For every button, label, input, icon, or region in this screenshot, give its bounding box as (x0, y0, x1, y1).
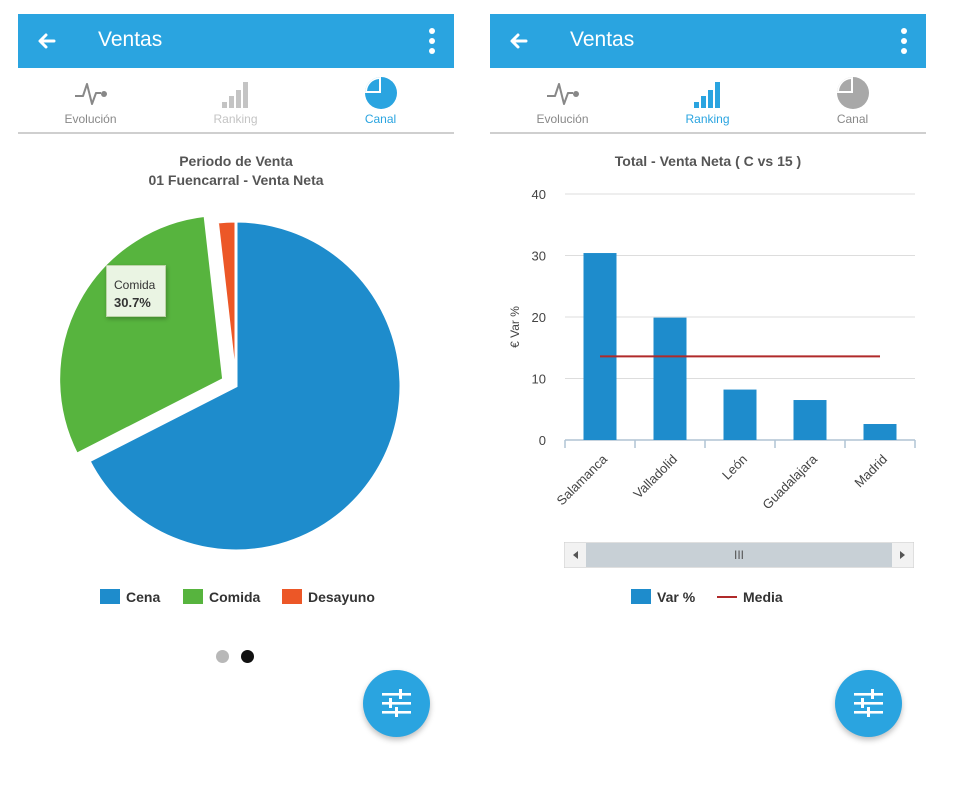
page-title: Ventas (570, 28, 635, 51)
pie-slice-comida[interactable] (57, 213, 226, 457)
ranking-screen: Ventas Evolución Ranking Can (490, 14, 926, 774)
tab-ranking[interactable]: Ranking (163, 68, 308, 132)
x-tick-label: Valladolid (630, 452, 680, 502)
page-title: Ventas (98, 28, 163, 51)
tune-sliders-icon (854, 689, 883, 717)
tab-canal[interactable]: Canal (780, 68, 925, 132)
tab-label: Evolución (536, 112, 589, 126)
pie-tooltip: Comida 30.7% (106, 265, 166, 317)
filter-fab[interactable] (835, 670, 902, 737)
app-bar: Ventas (18, 14, 454, 68)
scroll-left-icon[interactable] (573, 551, 578, 559)
tune-sliders-icon (382, 689, 411, 717)
legend-swatch (100, 589, 120, 604)
legend-line (717, 596, 737, 598)
page-dot-active[interactable] (241, 650, 254, 663)
back-arrow-icon[interactable] (32, 26, 62, 56)
bar-madrid[interactable] (863, 424, 897, 440)
pie-slice-desayuno[interactable] (215, 219, 238, 387)
y-tick-label: 40 (532, 187, 546, 202)
chart-scrollbar[interactable]: III (564, 542, 914, 568)
tab-evolucion[interactable]: Evolución (490, 68, 635, 132)
pulse-icon (547, 83, 579, 105)
legend-swatch (282, 589, 302, 604)
x-tick-label: Guadalajara (759, 451, 820, 512)
scroll-right-icon[interactable] (900, 551, 905, 559)
tab-label: Canal (836, 112, 869, 126)
legend-label: Media (743, 589, 783, 605)
pie-chart-icon (837, 77, 869, 109)
signal-bars-icon (694, 82, 720, 108)
more-vert-icon[interactable] (422, 26, 442, 56)
app-bar: Ventas (490, 14, 926, 68)
tooltip-label: Comida (114, 278, 156, 292)
tab-label: Ranking (685, 112, 730, 126)
pulse-icon (75, 83, 107, 105)
scrollbar-grip: III (734, 548, 744, 562)
y-axis-title: € Var % (508, 306, 522, 348)
pie-chart-icon (365, 77, 397, 109)
more-vert-icon[interactable] (894, 26, 914, 56)
bar-chart: 0 10 20 30 40 € Var % Salamanca Valladolid León G… (508, 187, 916, 512)
legend-label: Cena (126, 589, 161, 605)
legend-label: Desayuno (308, 589, 375, 605)
pie-legend: Cena Comida Desayuno (18, 587, 454, 607)
tab-canal[interactable]: Canal (308, 68, 453, 132)
canal-screen: Ventas Evolución Ranking Can (18, 14, 454, 774)
y-tick-label: 30 (532, 249, 546, 264)
legend-swatch (631, 589, 651, 604)
scrollbar-thumb[interactable] (586, 543, 892, 567)
back-arrow-icon[interactable] (504, 26, 534, 56)
bar-leon[interactable] (723, 389, 757, 440)
page-dot-inactive[interactable] (216, 650, 229, 663)
tab-bar: Evolución Ranking Canal (490, 68, 926, 134)
filter-fab[interactable] (363, 670, 430, 737)
y-tick-label: 20 (532, 310, 546, 325)
y-tick-label: 10 (532, 372, 546, 387)
page-indicator (214, 650, 264, 664)
bar-valladolid[interactable] (653, 317, 687, 440)
tab-ranking[interactable]: Ranking (635, 68, 780, 132)
bar-guadalajara[interactable] (793, 400, 827, 440)
legend-label: Var % (657, 589, 696, 605)
pie-chart (57, 213, 403, 553)
x-tick-label: Salamanca (554, 451, 611, 508)
chart-title: Total - Venta Neta ( C vs 15 ) (614, 153, 802, 169)
legend-label: Comida (209, 589, 261, 605)
tab-label: Ranking (213, 112, 258, 126)
tab-label: Canal (364, 112, 397, 126)
y-tick-label: 0 (539, 433, 546, 448)
tab-bar: Evolución Ranking Canal (18, 68, 454, 134)
legend-swatch (183, 589, 203, 604)
x-tick-label: León (719, 452, 750, 483)
tab-evolucion[interactable]: Evolución (18, 68, 163, 132)
bar-legend: Var % Media (490, 587, 926, 607)
x-tick-label: Madrid (851, 452, 890, 491)
tooltip-value: 30.7% (114, 295, 151, 310)
tab-label: Evolución (64, 112, 117, 126)
pie-slice-cena[interactable] (86, 219, 403, 553)
chart-subtitle: 01 Fuencarral - Venta Neta (148, 172, 324, 188)
bar-salamanca[interactable] (583, 253, 617, 440)
chart-title: Periodo de Venta (179, 153, 293, 169)
signal-bars-icon (222, 82, 248, 108)
